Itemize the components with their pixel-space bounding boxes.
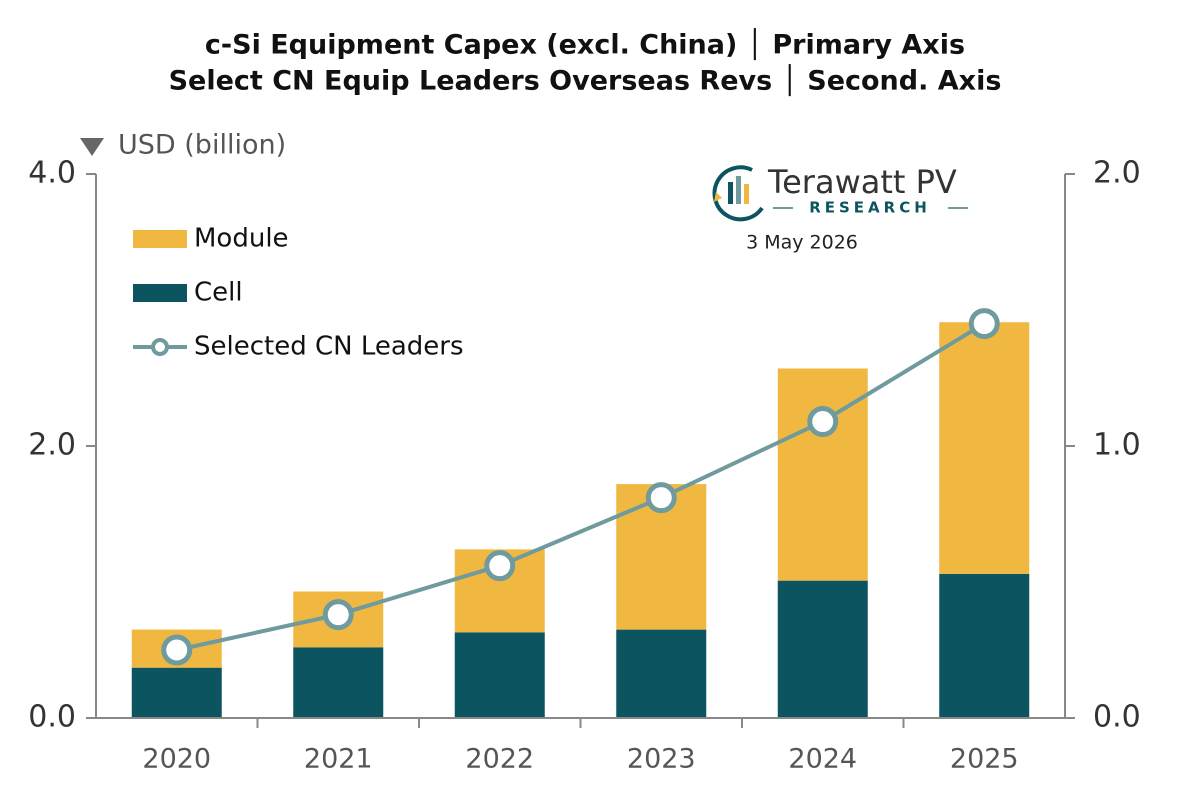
x-tick-label: 2022 xyxy=(465,744,534,775)
bar xyxy=(939,322,1030,574)
legend-label: Cell xyxy=(194,278,243,308)
line-point xyxy=(322,599,354,631)
y2-tick-label: 0.0 xyxy=(1093,700,1141,735)
bar xyxy=(293,647,384,718)
line-point xyxy=(807,406,839,438)
x-tick-label: 2024 xyxy=(788,744,857,775)
x-tick-label: 2023 xyxy=(627,744,696,775)
legend-label: Module xyxy=(194,224,289,254)
y-tick-label: 2.0 xyxy=(28,428,76,463)
axis-unit-icon xyxy=(80,138,104,156)
bar xyxy=(454,632,545,718)
logo-subtext: RESEARCH xyxy=(809,199,931,217)
y2-tick-label: 2.0 xyxy=(1093,156,1141,191)
y-tick-label: 4.0 xyxy=(28,156,76,191)
bar xyxy=(131,667,222,718)
line-point xyxy=(484,550,516,582)
x-tick-label: 2021 xyxy=(304,744,373,775)
legend-marker xyxy=(151,338,169,356)
x-tick-label: 2025 xyxy=(950,744,1019,775)
chart-subtitle: Select CN Equip Leaders Overseas Revs │ … xyxy=(169,64,1002,97)
line-point xyxy=(968,308,1000,340)
y2-tick-label: 1.0 xyxy=(1093,428,1141,463)
legend-swatch xyxy=(133,230,187,248)
line-point xyxy=(645,482,677,514)
legend-swatch xyxy=(133,284,187,302)
logo-text: Terawatt PV xyxy=(767,163,957,201)
y-axis-label: USD (billion) xyxy=(118,130,286,161)
bar xyxy=(616,629,707,718)
line-point xyxy=(161,634,193,666)
bar xyxy=(777,580,868,718)
line xyxy=(176,321,986,652)
bar xyxy=(939,573,1030,718)
chart-title: c-Si Equipment Capex (excl. China) │ Pri… xyxy=(205,28,965,61)
x-tick-label: 2020 xyxy=(142,744,211,775)
logo xyxy=(712,165,968,222)
y-tick-label: 0.0 xyxy=(28,700,76,735)
date: 3 May 2026 xyxy=(746,232,858,254)
legend-label: Selected CN Leaders xyxy=(194,332,464,362)
